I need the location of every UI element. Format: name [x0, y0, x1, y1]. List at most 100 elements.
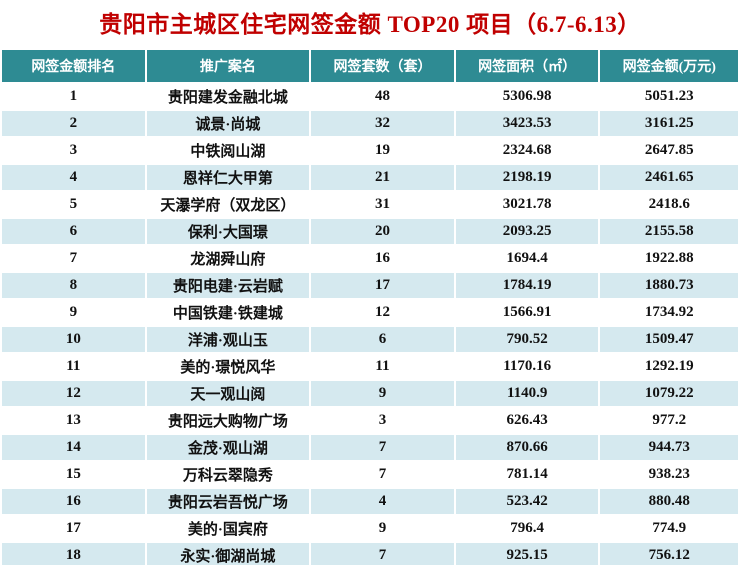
project-name-cell: 贵阳云岩吾悦广场: [144, 486, 312, 516]
project-name-cell: 天瀑学府（双龙区）: [144, 189, 312, 219]
amount-cell: 977.2: [598, 405, 740, 435]
table-row: 3 中铁阅山湖 19 2324.68 2647.85: [0, 135, 740, 165]
project-name-cell: 中国铁建·铁建城: [144, 297, 312, 327]
page-title: 贵阳市主城区住宅网签金额 TOP20 项目（6.7-6.13）: [99, 12, 641, 37]
area-cell: 781.14: [453, 459, 601, 489]
units-cell: 31: [309, 189, 456, 219]
rank-cell: 11: [0, 351, 147, 381]
area-cell: 1170.16: [453, 351, 601, 381]
project-name-cell: 恩祥仁大甲第: [144, 162, 312, 192]
units-cell: 21: [309, 162, 456, 192]
area-cell: 626.43: [453, 405, 601, 435]
rank-cell: 13: [0, 405, 147, 435]
units-cell: 4: [309, 486, 456, 516]
area-cell: 1694.4: [453, 243, 601, 273]
area-cell: 3423.53: [453, 108, 601, 138]
project-name-cell: 贵阳电建·云岩赋: [144, 270, 312, 300]
amount-cell: 938.23: [598, 459, 740, 489]
table-row: 14 金茂·观山湖 7 870.66 944.73: [0, 432, 740, 462]
area-cell: 925.15: [453, 540, 601, 565]
table-row: 15 万科云翠隐秀 7 781.14 938.23: [0, 459, 740, 489]
rank-cell: 14: [0, 432, 147, 462]
amount-cell: 756.12: [598, 540, 740, 565]
rank-cell: 17: [0, 513, 147, 543]
amount-cell: 3161.25: [598, 108, 740, 138]
units-cell: 3: [309, 405, 456, 435]
amount-cell: 5051.23: [598, 81, 740, 111]
units-cell: 9: [309, 378, 456, 408]
amount-cell: 2461.65: [598, 162, 740, 192]
project-name-cell: 万科云翠隐秀: [144, 459, 312, 489]
column-header-project-name: 推广案名: [144, 47, 312, 84]
units-cell: 7: [309, 432, 456, 462]
area-cell: 1566.91: [453, 297, 601, 327]
area-cell: 790.52: [453, 324, 601, 354]
table-row: 8 贵阳电建·云岩赋 17 1784.19 1880.73: [0, 270, 740, 300]
units-cell: 32: [309, 108, 456, 138]
rank-cell: 9: [0, 297, 147, 327]
project-name-cell: 龙湖舜山府: [144, 243, 312, 273]
table-row: 18 永实·御湖尚城 7 925.15 756.12: [0, 540, 740, 565]
units-cell: 48: [309, 81, 456, 111]
area-cell: 1140.9: [453, 378, 601, 408]
area-cell: 796.4: [453, 513, 601, 543]
amount-cell: 1079.22: [598, 378, 740, 408]
table-row: 6 保利·大国璟 20 2093.25 2155.58: [0, 216, 740, 246]
units-cell: 9: [309, 513, 456, 543]
rank-cell: 10: [0, 324, 147, 354]
table-row: 13 贵阳远大购物广场 3 626.43 977.2: [0, 405, 740, 435]
area-cell: 523.42: [453, 486, 601, 516]
table-row: 17 美的·国宾府 9 796.4 774.9: [0, 513, 740, 543]
amount-cell: 1880.73: [598, 270, 740, 300]
amount-cell: 1292.19: [598, 351, 740, 381]
units-cell: 12: [309, 297, 456, 327]
table-row: 2 诚景·尚城 32 3423.53 3161.25: [0, 108, 740, 138]
rank-cell: 3: [0, 135, 147, 165]
table-row: 12 天一观山阅 9 1140.9 1079.22: [0, 378, 740, 408]
table-row: 7 龙湖舜山府 16 1694.4 1922.88: [0, 243, 740, 273]
data-table: 网签金额排名 推广案名 网签套数（套） 网签面积（㎡） 网签金额(万元) 1 贵阳…: [0, 47, 740, 565]
amount-cell: 2155.58: [598, 216, 740, 246]
rank-cell: 1: [0, 81, 147, 111]
rank-cell: 7: [0, 243, 147, 273]
rank-cell: 15: [0, 459, 147, 489]
table-row: 10 洋浦·观山玉 6 790.52 1509.47: [0, 324, 740, 354]
column-header-rank: 网签金额排名: [0, 47, 147, 84]
column-header-area: 网签面积（㎡）: [453, 47, 601, 84]
amount-cell: 1509.47: [598, 324, 740, 354]
units-cell: 7: [309, 540, 456, 565]
project-name-cell: 金茂·观山湖: [144, 432, 312, 462]
table-row: 16 贵阳云岩吾悦广场 4 523.42 880.48: [0, 486, 740, 516]
table-row: 9 中国铁建·铁建城 12 1566.91 1734.92: [0, 297, 740, 327]
project-name-cell: 洋浦·观山玉: [144, 324, 312, 354]
table-row: 5 天瀑学府（双龙区） 31 3021.78 2418.6: [0, 189, 740, 219]
table-row: 4 恩祥仁大甲第 21 2198.19 2461.65: [0, 162, 740, 192]
table-row: 1 贵阳建发金融北城 48 5306.98 5051.23: [0, 81, 740, 111]
rank-cell: 8: [0, 270, 147, 300]
amount-cell: 1922.88: [598, 243, 740, 273]
units-cell: 17: [309, 270, 456, 300]
table-header-row: 网签金额排名 推广案名 网签套数（套） 网签面积（㎡） 网签金额(万元): [0, 47, 740, 84]
rank-cell: 4: [0, 162, 147, 192]
column-header-units: 网签套数（套）: [309, 47, 456, 84]
column-header-amount: 网签金额(万元): [598, 47, 740, 84]
rank-cell: 6: [0, 216, 147, 246]
project-name-cell: 贵阳建发金融北城: [144, 81, 312, 111]
rank-cell: 18: [0, 540, 147, 565]
units-cell: 7: [309, 459, 456, 489]
project-name-cell: 永实·御湖尚城: [144, 540, 312, 565]
area-cell: 1784.19: [453, 270, 601, 300]
units-cell: 6: [309, 324, 456, 354]
project-name-cell: 天一观山阅: [144, 378, 312, 408]
project-name-cell: 诚景·尚城: [144, 108, 312, 138]
project-name-cell: 美的·璟悦风华: [144, 351, 312, 381]
area-cell: 3021.78: [453, 189, 601, 219]
amount-cell: 880.48: [598, 486, 740, 516]
amount-cell: 944.73: [598, 432, 740, 462]
rank-cell: 12: [0, 378, 147, 408]
area-cell: 5306.98: [453, 81, 601, 111]
rank-cell: 5: [0, 189, 147, 219]
rank-cell: 16: [0, 486, 147, 516]
table-body: 1 贵阳建发金融北城 48 5306.98 5051.23 2 诚景·尚城 32 3423.53…: [0, 81, 740, 565]
